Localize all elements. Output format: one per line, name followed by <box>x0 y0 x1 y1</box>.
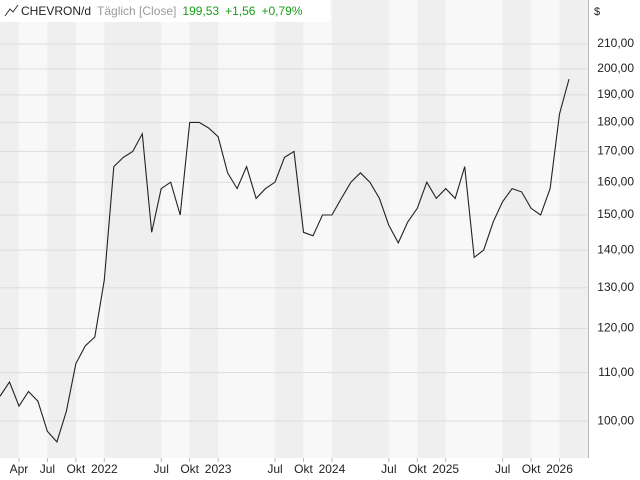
header-bg <box>0 0 330 22</box>
header: CHEVRON/d Täglich [Close] 199,53 +1,56 +0,79… <box>21 4 303 18</box>
x-tick-label: 2026 <box>546 462 573 476</box>
title: CHEVRON/d <box>21 4 91 18</box>
y-tick-label: 120,00 <box>597 321 634 335</box>
change: +1,56 <box>225 4 256 18</box>
y-tick-label: 130,00 <box>597 280 634 294</box>
y-tick-label: 140,00 <box>597 242 634 256</box>
x-tick-label: 2023 <box>205 462 232 476</box>
y-tick-label: 170,00 <box>597 144 634 158</box>
y-tick-label: 210,00 <box>597 36 634 50</box>
band <box>502 0 532 458</box>
y-axis-label: $ <box>594 6 600 18</box>
y-tick-label: 190,00 <box>597 87 634 101</box>
band <box>417 0 446 458</box>
x-tick-label: Okt <box>180 462 199 476</box>
x-tick-label: 2024 <box>319 462 346 476</box>
subtitle: Täglich [Close] <box>97 4 176 18</box>
y-tick-label: 180,00 <box>597 115 634 129</box>
x-tick-label: Jul <box>381 462 396 476</box>
x-tick-label: 2022 <box>91 462 118 476</box>
band <box>189 0 219 458</box>
x-tick-label: Jul <box>267 462 282 476</box>
y-tick-label: 200,00 <box>597 61 634 75</box>
x-tick-label: Okt <box>294 462 313 476</box>
change-pct: +0,79% <box>261 4 302 18</box>
x-tick-label: Okt <box>522 462 541 476</box>
price: 199,53 <box>182 4 219 18</box>
x-tick-label: Okt <box>67 462 86 476</box>
icon <box>4 4 19 17</box>
band <box>0 0 19 458</box>
y-tick-label: 100,00 <box>597 413 634 427</box>
band <box>331 0 389 458</box>
plot <box>0 78 570 443</box>
bands <box>0 0 588 458</box>
y-tick-label: 110,00 <box>598 365 634 379</box>
x-tick-label: Okt <box>408 462 427 476</box>
x-tick-label: Jul <box>154 462 169 476</box>
band <box>275 0 304 458</box>
y-tick-label: 160,00 <box>597 174 634 188</box>
price-line <box>0 78 570 443</box>
y-tick-label: 150,00 <box>597 207 634 221</box>
x-tick-label: Apr <box>10 462 29 476</box>
band <box>559 0 588 458</box>
x-tick-label: 2025 <box>432 462 459 476</box>
x-tick-label: Jul <box>495 462 510 476</box>
x-tick-label: Jul <box>40 462 55 476</box>
band <box>47 0 76 458</box>
